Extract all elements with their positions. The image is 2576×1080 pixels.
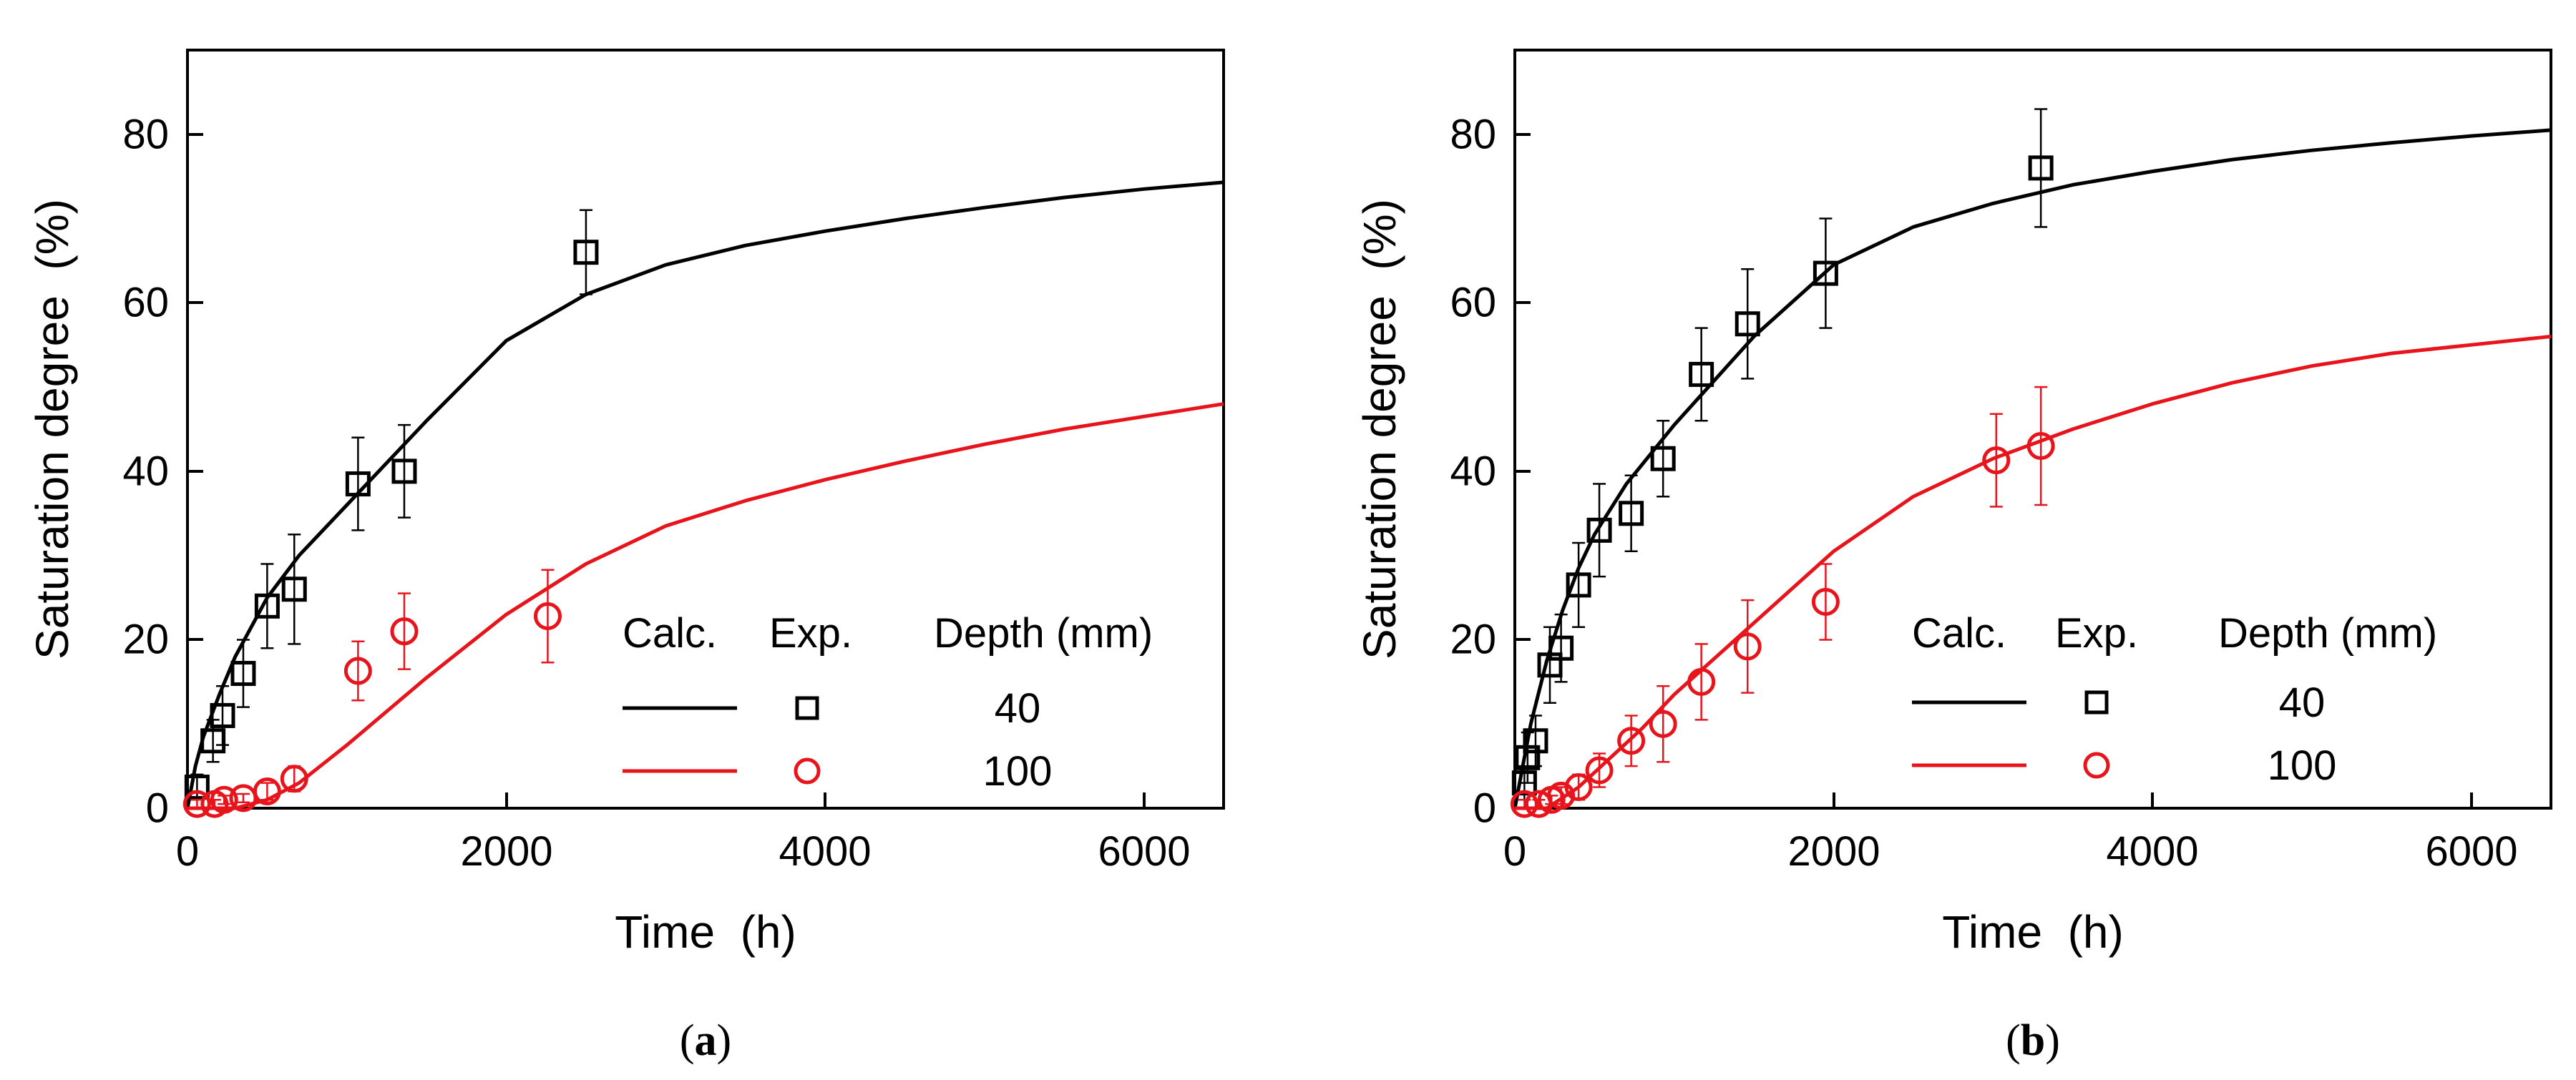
legend-header-exp: Exp.: [2055, 610, 2138, 657]
exp-point-100: [210, 785, 238, 814]
legend: Calc. Exp. Depth (mm) 40 100: [1912, 610, 2437, 789]
exp-point-40: [254, 593, 280, 619]
exp-point-40: [345, 471, 371, 497]
exp-point-40: [1511, 770, 1537, 796]
y-tick-label: 0: [146, 785, 169, 832]
y-tick-label: 60: [122, 280, 169, 326]
exp-point-40: [391, 458, 417, 484]
exp-point-40: [1619, 501, 1644, 526]
legend-marker-circle: [794, 757, 821, 785]
legend-depth-100: 100: [983, 748, 1053, 795]
x-axis-label: Time (h): [1942, 906, 2124, 958]
exp-point-100: [533, 602, 562, 630]
y-tick-label: 60: [1450, 280, 1496, 326]
x-tick-label: 6000: [1098, 828, 1190, 875]
exp-point-40: [184, 775, 210, 800]
y-tick-label: 80: [122, 112, 169, 158]
exp-point-100: [1547, 781, 1576, 810]
legend-marker-circle: [2083, 752, 2110, 779]
exp-point-40: [1523, 728, 1548, 754]
x-axis-label: Time (h): [615, 906, 796, 958]
x-tick-label: 4000: [2106, 828, 2198, 875]
exp-point-100: [1617, 727, 1646, 755]
exp-point-100: [280, 765, 308, 793]
x-tick-label: 0: [176, 828, 199, 875]
legend-header-calc: Calc.: [623, 610, 717, 657]
y-axis-label: Saturation degree (%): [1354, 199, 1405, 659]
exp-point-100: [182, 790, 211, 818]
exp-point-40: [1650, 446, 1676, 471]
exp-point-40: [573, 240, 599, 265]
y-tick-label: 20: [1450, 617, 1496, 663]
legend: Calc. Exp. Depth (mm) 40 100: [623, 610, 1153, 795]
exp-point-100: [253, 777, 281, 805]
exp-point-100: [1982, 446, 2011, 475]
exp-point-100: [343, 657, 372, 685]
x-tick-label: 4000: [779, 828, 871, 875]
exp-point-100: [1649, 710, 1677, 738]
exp-point-100: [1733, 632, 1762, 661]
calc-curve-40: [185, 180, 1224, 809]
legend-depth-100: 100: [2268, 742, 2337, 789]
caption-letter: b: [2021, 1016, 2045, 1065]
legend-header-depth: Depth (mm): [934, 610, 1153, 657]
chart-panel-a: 0 20 40 60 80 0 2000 4000 6000 Time (h) …: [26, 49, 1225, 1065]
y-axis-label: Saturation degree (%): [26, 199, 78, 659]
y-tick-label: 80: [1450, 112, 1496, 158]
exp-point-40: [1689, 361, 1714, 387]
x-tick-label: 2000: [1787, 828, 1880, 875]
plot-area: [1510, 108, 2552, 818]
exp-point-40: [1735, 311, 1760, 337]
x-tick-label: 6000: [2425, 828, 2517, 875]
exp-point-40: [281, 576, 307, 602]
y-axis-ticks: 0 20 40 60 80: [122, 112, 203, 832]
exp-point-40: [1566, 572, 1591, 598]
exp-point-100: [390, 617, 419, 646]
exp-point-100: [1687, 667, 1716, 696]
y-tick-label: 0: [1473, 785, 1496, 832]
exp-point-100: [1585, 756, 1614, 785]
legend-header-exp: Exp.: [769, 610, 852, 657]
exp-point-40: [210, 702, 235, 728]
exp-point-40: [1548, 635, 1574, 661]
legend-depth-40: 40: [2279, 679, 2326, 726]
legend-header-calc: Calc.: [1912, 610, 2006, 657]
x-tick-label: 0: [1503, 828, 1526, 875]
calc-curve-100: [187, 402, 1224, 810]
exp-point-40: [1515, 745, 1541, 770]
plot-frame: [1513, 49, 2552, 810]
exp-point-40: [200, 728, 226, 754]
calc-curve-100: [1515, 334, 2552, 810]
caption-letter: a: [695, 1016, 717, 1065]
y-tick-label: 40: [1450, 448, 1496, 495]
exp-point-100: [1510, 790, 1538, 818]
y-axis-ticks: 0 20 40 60 80: [1450, 112, 1531, 832]
exp-point-40: [1813, 260, 1838, 286]
y-tick-label: 20: [122, 617, 169, 663]
plot-area: [182, 180, 1224, 818]
panel-caption-b: (b): [2006, 1016, 2060, 1065]
y-tick-label: 40: [122, 448, 169, 495]
x-axis-ticks: 0 2000 4000 6000: [1503, 792, 2518, 875]
x-tick-label: 2000: [460, 828, 552, 875]
exp-point-40: [230, 661, 256, 687]
exp-point-100: [1564, 773, 1593, 802]
panel-caption-a: (a): [680, 1016, 731, 1065]
exp-point-40: [1586, 517, 1612, 543]
exp-point-40: [2028, 155, 2054, 181]
legend-marker-square: [795, 696, 819, 720]
x-axis-ticks: 0 2000 4000 6000: [176, 792, 1191, 875]
legend-header-depth: Depth (mm): [2218, 610, 2437, 657]
plot-frame: [186, 49, 1225, 810]
legend-marker-square: [2084, 690, 2109, 715]
legend-depth-40: 40: [995, 685, 1041, 732]
exp-point-100: [1811, 587, 1840, 616]
exp-point-100: [2026, 432, 2055, 461]
chart-panel-b: 0 20 40 60 80 0 2000 4000 6000 Time (h) …: [1354, 49, 2552, 1065]
